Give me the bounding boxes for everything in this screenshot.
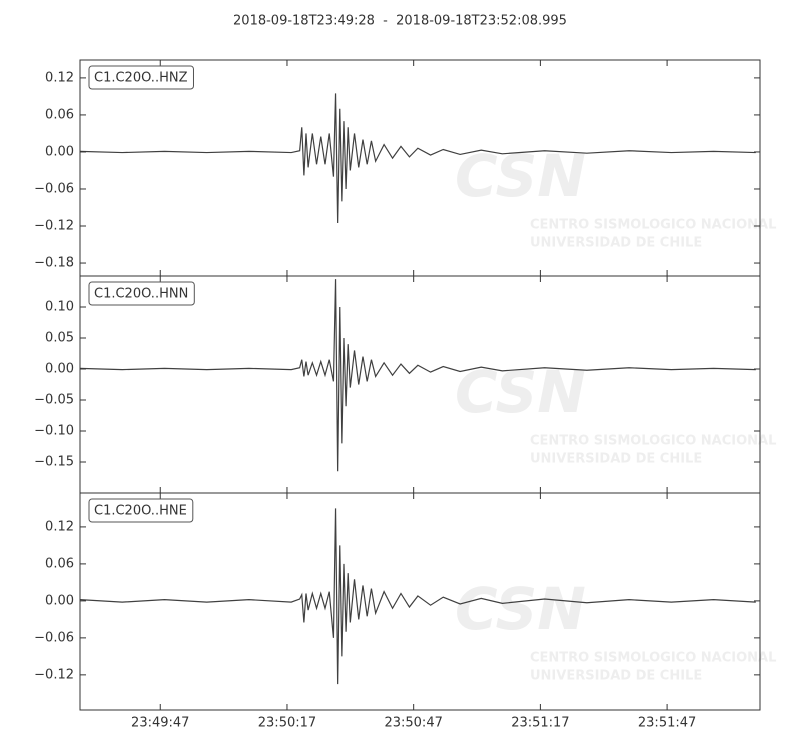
watermark-line: CENTRO SISMOLOGICO NACIONAL <box>530 651 776 666</box>
watermark-line: CENTRO SISMOLOGICO NACIONAL <box>530 434 776 449</box>
trace-label-box <box>88 65 194 90</box>
x-tick-label: 23:49:47 <box>131 716 189 731</box>
trace <box>79 93 756 223</box>
watermark-line: UNIVERSIDAD DE CHILE <box>530 236 702 251</box>
watermark-logo: CSN <box>455 575 586 643</box>
y-tick-label: 0.00 <box>45 144 74 159</box>
y-tick-label: −0.06 <box>34 630 74 645</box>
y-tick-label: 0.05 <box>45 331 74 346</box>
trace-label-text: C1.C20O..HNE <box>94 504 187 519</box>
trace-label: C1.C20O..HNZ <box>88 65 194 90</box>
trace <box>79 508 756 685</box>
y-tick-label: 0.06 <box>45 107 74 122</box>
trace-label: C1.C20O..HNN <box>88 281 195 306</box>
y-tick-label: −0.18 <box>34 256 74 271</box>
watermark: CSN CENTRO SISMOLOGICO NACIONAL UNIVERSIDA… <box>455 575 776 683</box>
x-tick-label: 23:50:17 <box>258 716 316 731</box>
watermark-logo: CSN <box>455 142 586 210</box>
y-tick-label: 0.12 <box>45 519 74 534</box>
trace-label-box <box>88 498 194 523</box>
trace-label-text: C1.C20O..HNZ <box>94 71 188 86</box>
trace-label-text: C1.C20O..HNN <box>94 287 188 302</box>
y-tick-label: 0.00 <box>45 362 74 377</box>
watermark-line: CENTRO SISMOLOGICO NACIONAL <box>530 218 776 233</box>
y-tick-label: 0.10 <box>45 300 74 315</box>
y-tick-label: 0.06 <box>45 556 74 571</box>
x-tick-label: 23:51:17 <box>511 716 569 731</box>
x-tick-label: 23:50:47 <box>384 716 442 731</box>
x-tick-label: 23:51:47 <box>638 716 696 731</box>
watermark-line: UNIVERSIDAD DE CHILE <box>530 669 702 684</box>
y-tick-label: −0.10 <box>34 424 74 439</box>
trace-label: C1.C20O..HNE <box>88 498 194 523</box>
y-tick-label: −0.12 <box>34 667 74 682</box>
trace-label-box <box>88 281 195 306</box>
panel-frame <box>79 492 761 711</box>
y-tick-label: −0.15 <box>34 455 74 470</box>
y-tick-label: 0.00 <box>45 593 74 608</box>
y-tick-label: −0.05 <box>34 393 74 408</box>
y-tick-label: −0.12 <box>34 219 74 234</box>
trace <box>79 279 756 472</box>
watermark: CSN CENTRO SISMOLOGICO NACIONAL UNIVERSIDA… <box>455 142 776 250</box>
y-tick-label: 0.12 <box>45 70 74 85</box>
figure-title: 2018-09-18T23:49:28 - 2018-09-18T23:52:0… <box>233 14 567 29</box>
y-tick-label: −0.06 <box>34 181 74 196</box>
watermark-line: UNIVERSIDAD DE CHILE <box>530 452 702 467</box>
